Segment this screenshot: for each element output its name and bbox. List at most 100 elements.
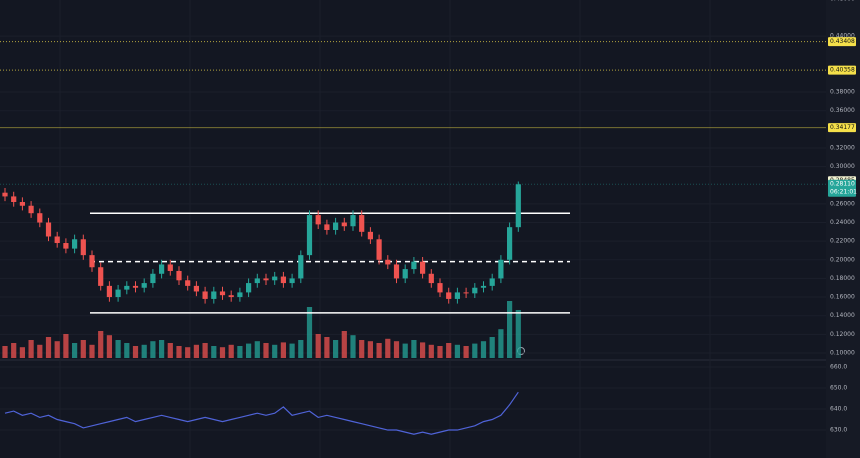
volume-bar <box>280 342 286 358</box>
candle-body <box>211 291 217 299</box>
volume-bar <box>263 343 269 358</box>
candle-body <box>507 227 513 260</box>
indicator-line <box>4 391 519 435</box>
y-tick-label: 0.32000 <box>830 144 855 151</box>
candle-body <box>472 287 478 294</box>
y-tick-label: 0.26000 <box>830 200 855 207</box>
candle-body <box>280 276 286 284</box>
volume-bar <box>72 343 78 358</box>
candle-body <box>228 295 234 298</box>
candle-body <box>498 259 504 279</box>
y-tick-label: 0.24000 <box>830 219 855 226</box>
volume-bar <box>2 346 8 358</box>
candle-body <box>176 270 182 281</box>
volume-bar <box>428 344 434 358</box>
y-tick-label: 0.20000 <box>830 256 855 263</box>
volume-bar <box>237 346 243 358</box>
price-label: 0.43408 <box>830 38 855 45</box>
volume-bar <box>28 340 34 358</box>
volume-bar <box>141 344 147 358</box>
y-tick-label: 0.14000 <box>830 312 855 319</box>
indicator-tick-label: 660.0 <box>830 363 847 370</box>
candle-body <box>63 243 69 249</box>
volume-bar <box>246 343 252 358</box>
volume-bar <box>124 343 130 358</box>
volume-bar <box>106 335 112 358</box>
volume-bar <box>63 334 69 358</box>
volume-bar <box>159 340 165 358</box>
candle-body <box>420 261 426 274</box>
volume-bar <box>393 341 400 358</box>
volume-bar <box>167 343 173 358</box>
volume-bar <box>507 301 513 358</box>
current-price-box <box>828 179 856 197</box>
volume-bar <box>98 331 104 358</box>
volume-bar <box>289 343 295 358</box>
volume-bar <box>411 340 417 358</box>
volume-bar <box>193 344 199 358</box>
candle-body <box>341 222 347 227</box>
volume-bar <box>185 347 191 358</box>
indicator-tick-label: 630.0 <box>830 427 847 434</box>
candle-body <box>254 278 260 284</box>
y-tick-label: 0.38000 <box>830 89 855 96</box>
y-tick-label: 0.18000 <box>830 275 855 282</box>
candle-body <box>289 278 295 284</box>
volume-bar <box>150 341 156 358</box>
candle-body <box>141 283 147 288</box>
candle-body <box>193 285 199 292</box>
candle-body <box>272 276 278 281</box>
candle-body <box>159 264 165 274</box>
candle-body <box>37 213 43 223</box>
candle-body <box>167 264 173 271</box>
candle-body <box>219 291 226 296</box>
candle-body <box>80 239 86 256</box>
volume-bar <box>359 340 365 358</box>
candle-body <box>2 192 8 197</box>
volume-bar <box>333 340 339 358</box>
candle-body <box>428 273 434 284</box>
candle-body <box>263 278 269 281</box>
volume-bar <box>219 347 226 358</box>
price-label: 0.40358 <box>830 67 855 74</box>
candle-body <box>463 292 469 294</box>
price-axis-area <box>826 0 860 458</box>
volume-bar <box>437 346 443 358</box>
candle-body <box>72 239 78 249</box>
indicator-tick-label: 640.0 <box>830 406 847 413</box>
candle-body <box>19 202 25 206</box>
candle-body <box>150 273 156 284</box>
volume-bar <box>228 344 234 358</box>
volume-bar <box>515 310 521 358</box>
volume-bar <box>385 338 391 358</box>
candle-body <box>106 285 112 298</box>
candle-body <box>237 292 243 298</box>
volume-bar <box>45 337 52 358</box>
volume-bar <box>489 337 495 358</box>
candle-body <box>515 184 521 228</box>
candle-body <box>480 285 487 288</box>
volume-bar <box>211 346 217 358</box>
volume-bar <box>498 329 504 358</box>
countdown-label: 06:21:01 <box>830 189 857 196</box>
candle-body <box>89 255 95 268</box>
candle-body <box>315 215 321 225</box>
price-label-box <box>828 123 856 133</box>
volume-bar <box>463 346 469 358</box>
candle-body <box>454 292 460 299</box>
candle-body <box>306 215 313 256</box>
candle-body <box>28 205 34 214</box>
volume-bar <box>176 346 182 358</box>
candle-body <box>11 196 17 203</box>
candle-body <box>115 289 121 298</box>
volume-bar <box>37 344 43 358</box>
candle-body <box>350 215 356 227</box>
volume-bar <box>202 343 208 358</box>
volume-bar <box>11 343 17 358</box>
volume-bar <box>19 347 25 358</box>
candle-body <box>298 255 304 279</box>
volume-bar <box>420 342 426 358</box>
